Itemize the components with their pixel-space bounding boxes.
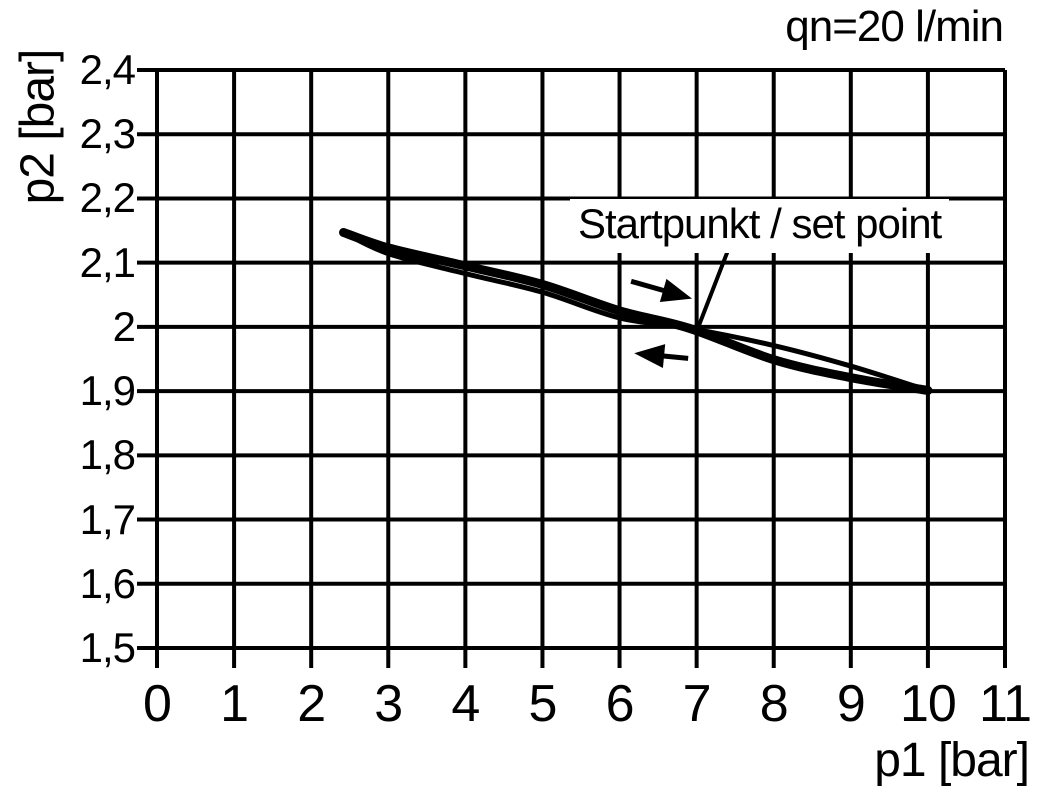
y-tick-label: 2 xyxy=(112,302,136,350)
y-tick-label: 1,5 xyxy=(79,624,136,671)
curve-return-stroke xyxy=(341,229,931,393)
set-point-annotation: Startpunkt / set point xyxy=(570,199,950,254)
x-tick-label: 9 xyxy=(836,675,866,733)
y-tick-label: 1,6 xyxy=(79,559,136,607)
y-tick-label: 2,2 xyxy=(79,174,136,222)
flow-rate-condition-label: qn=20 l/min xyxy=(785,2,1004,51)
direction-arrow-left-head-icon xyxy=(634,344,666,369)
x-tick-label: 1 xyxy=(220,675,249,733)
x-tick-label: 2 xyxy=(297,675,326,733)
x-tick-label: 6 xyxy=(605,675,635,733)
y-axis-title: p2 [bar] xyxy=(11,49,65,205)
x-axis-title: p1 [bar] xyxy=(874,734,1030,787)
y-tick-label: 1,9 xyxy=(79,367,136,415)
x-tick-label: 7 xyxy=(682,675,712,733)
y-tick-label: 2,4 xyxy=(79,46,136,93)
annotation-leader-line xyxy=(694,251,730,333)
y-tick-label: 2,3 xyxy=(79,110,136,158)
direction-arrow-right-head-icon xyxy=(659,278,693,302)
y-tick-label: 2,1 xyxy=(79,238,136,286)
x-tick-label: 11 xyxy=(979,675,1032,733)
x-tick-label: 3 xyxy=(374,675,403,733)
x-tick-label: 10 xyxy=(899,675,957,733)
y-tick-label: 1,8 xyxy=(79,431,136,479)
y-tick-label: 1,7 xyxy=(79,495,136,543)
x-tick-label: 5 xyxy=(528,675,557,733)
x-tick-label: 0 xyxy=(143,675,172,733)
x-tick-label: 4 xyxy=(451,675,480,733)
curve-forward-stroke xyxy=(339,227,933,395)
x-tick-label: 8 xyxy=(759,675,789,733)
